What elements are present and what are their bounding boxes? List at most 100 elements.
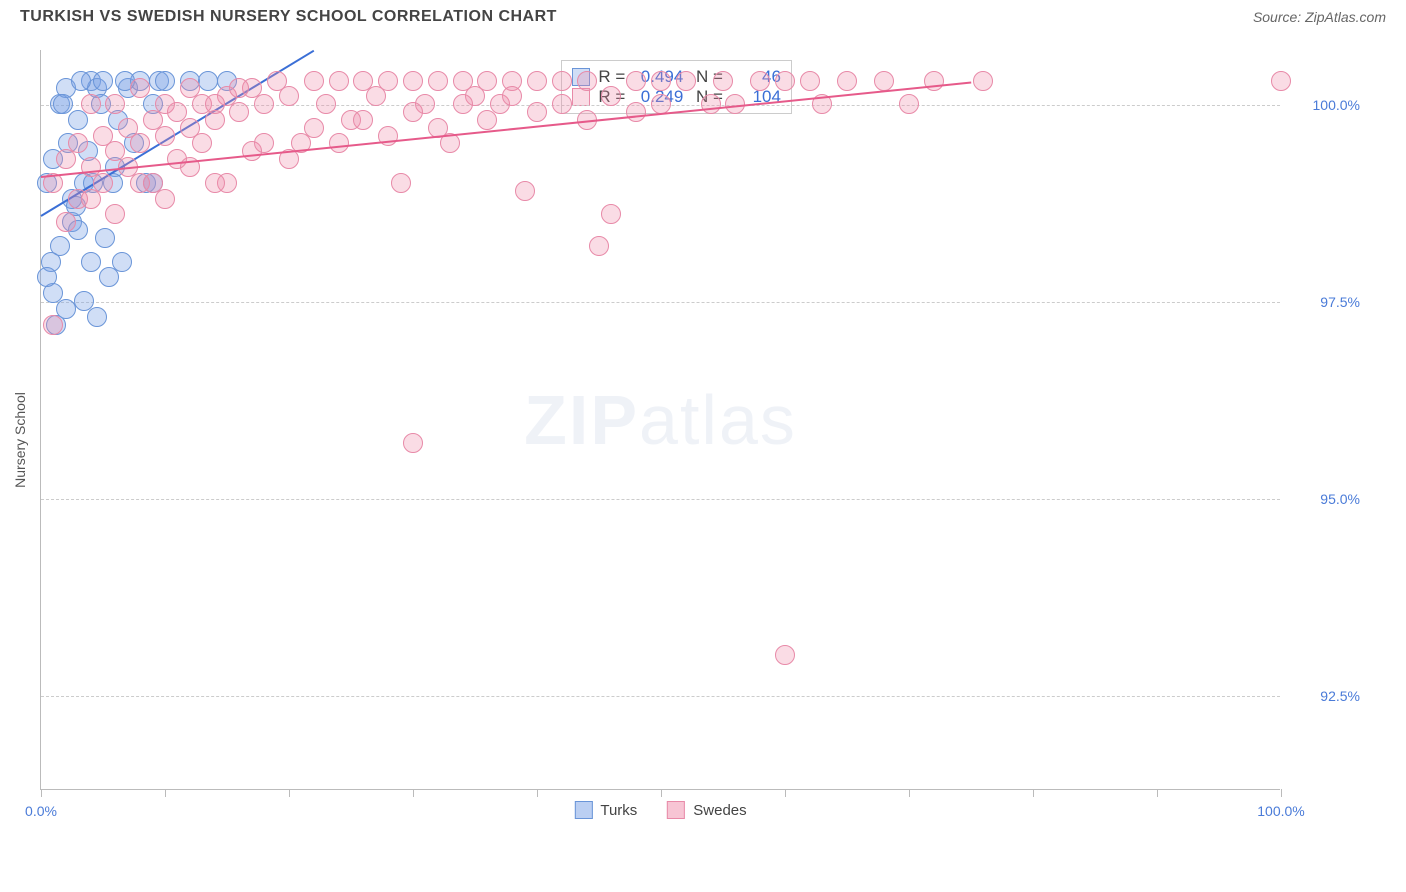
data-point <box>1271 71 1291 91</box>
data-point <box>155 126 175 146</box>
data-point <box>304 118 324 138</box>
data-point <box>155 71 175 91</box>
chart-title: TURKISH VS SWEDISH NURSERY SCHOOL CORREL… <box>20 8 557 26</box>
watermark: ZIPatlas <box>524 380 797 460</box>
data-point <box>899 94 919 114</box>
legend-item: Swedes <box>667 801 746 819</box>
x-tick-label: 0.0% <box>25 803 57 819</box>
data-point <box>329 71 349 91</box>
data-point <box>626 71 646 91</box>
x-tick <box>537 789 538 797</box>
x-tick <box>1281 789 1282 797</box>
data-point <box>589 236 609 256</box>
data-point <box>378 71 398 91</box>
gridline-h <box>41 499 1280 500</box>
swatch-icon <box>574 801 592 819</box>
data-point <box>552 94 572 114</box>
data-point <box>403 433 423 453</box>
swatch-icon <box>572 88 590 106</box>
data-point <box>229 102 249 122</box>
plot-area: ZIPatlas R =0.494 N =46R =0.249 N =104 T… <box>40 50 1280 790</box>
data-point <box>750 71 770 91</box>
data-point <box>198 71 218 91</box>
data-point <box>56 212 76 232</box>
legend: Turks Swedes <box>574 801 746 819</box>
x-tick <box>785 789 786 797</box>
data-point <box>626 102 646 122</box>
data-point <box>453 94 473 114</box>
data-point <box>316 94 336 114</box>
swatch-icon <box>667 801 685 819</box>
data-point <box>701 94 721 114</box>
data-point <box>651 94 671 114</box>
data-point <box>527 102 547 122</box>
data-point <box>205 173 225 193</box>
data-point <box>279 86 299 106</box>
data-point <box>43 315 63 335</box>
data-point <box>527 71 547 91</box>
x-tick <box>909 789 910 797</box>
y-tick-label: 97.5% <box>1290 294 1360 310</box>
data-point <box>105 94 125 114</box>
data-point <box>837 71 857 91</box>
x-tick <box>165 789 166 797</box>
y-axis-label: Nursery School <box>12 392 28 488</box>
data-point <box>391 173 411 193</box>
data-point <box>353 110 373 130</box>
legend-item: Turks <box>574 801 637 819</box>
data-point <box>81 252 101 272</box>
x-tick <box>413 789 414 797</box>
data-point <box>651 71 671 91</box>
y-tick-label: 100.0% <box>1290 97 1360 113</box>
data-point <box>87 307 107 327</box>
data-point <box>155 94 175 114</box>
chart-container: Nursery School ZIPatlas R =0.494 N =46R … <box>40 50 1380 830</box>
gridline-h <box>41 302 1280 303</box>
x-tick <box>1033 789 1034 797</box>
data-point <box>105 204 125 224</box>
x-tick-label: 100.0% <box>1257 803 1304 819</box>
data-point <box>601 86 621 106</box>
data-point <box>130 133 150 153</box>
data-point <box>81 94 101 114</box>
gridline-h <box>41 696 1280 697</box>
x-tick <box>1157 789 1158 797</box>
data-point <box>874 71 894 91</box>
data-point <box>93 71 113 91</box>
data-point <box>155 189 175 209</box>
data-point <box>229 78 249 98</box>
data-point <box>676 71 696 91</box>
data-point <box>403 102 423 122</box>
data-point <box>205 94 225 114</box>
data-point <box>304 71 324 91</box>
data-point <box>477 110 497 130</box>
chart-header: TURKISH VS SWEDISH NURSERY SCHOOL CORREL… <box>0 0 1406 30</box>
data-point <box>775 71 795 91</box>
legend-label: Swedes <box>693 802 746 819</box>
data-point <box>577 71 597 91</box>
data-point <box>254 133 274 153</box>
x-tick <box>41 789 42 797</box>
data-point <box>515 181 535 201</box>
data-point <box>428 71 448 91</box>
data-point <box>713 71 733 91</box>
y-tick-label: 92.5% <box>1290 688 1360 704</box>
x-tick <box>661 789 662 797</box>
data-point <box>502 86 522 106</box>
data-point <box>180 78 200 98</box>
data-point <box>37 267 57 287</box>
data-point <box>130 173 150 193</box>
data-point <box>403 71 423 91</box>
data-point <box>112 252 132 272</box>
data-point <box>95 228 115 248</box>
data-point <box>477 71 497 91</box>
data-point <box>81 189 101 209</box>
x-tick <box>289 789 290 797</box>
data-point <box>254 94 274 114</box>
data-point <box>601 204 621 224</box>
stat-r-label: R = <box>598 67 625 87</box>
data-point <box>329 133 349 153</box>
data-point <box>552 71 572 91</box>
data-point <box>775 645 795 665</box>
data-point <box>192 133 212 153</box>
